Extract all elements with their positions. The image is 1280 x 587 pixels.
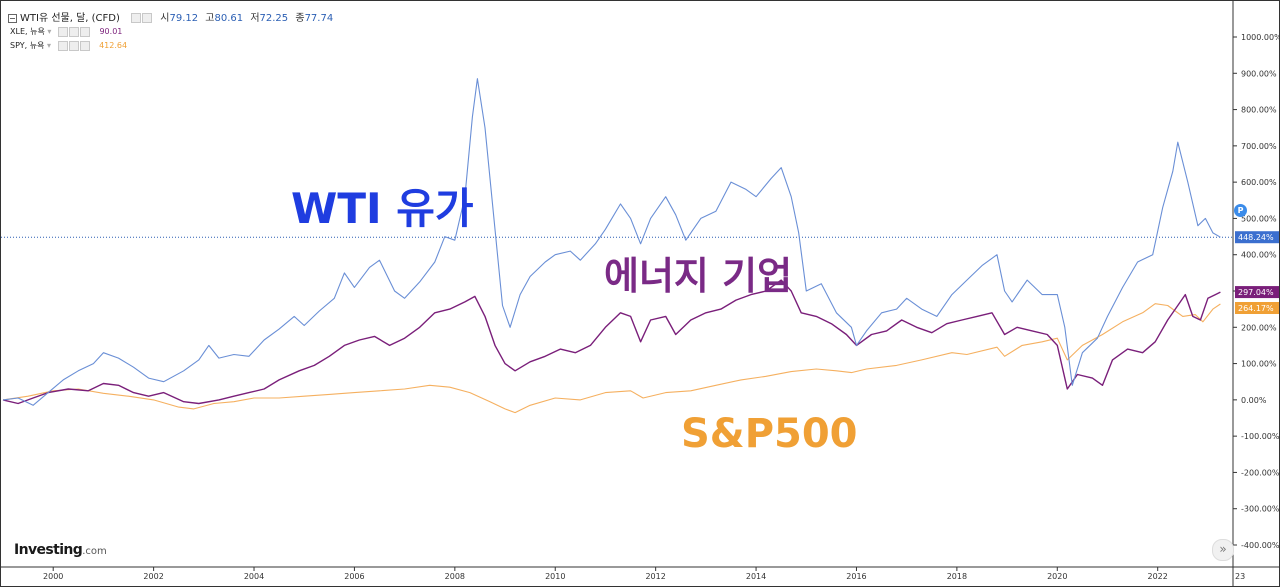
x-tick-label: 2016 [846,572,866,581]
scroll-to-latest-button[interactable]: » [1212,539,1234,561]
overlay-legend-xle: XLE, 뉴욕 ▾ 90.01 [10,26,122,37]
last-value-label-layer: 448.24% 297.04% 264.17% [1235,231,1279,315]
xle-line-series [2,279,1221,405]
eye-icon[interactable] [131,13,142,23]
x-tick-label: 2018 [947,572,967,581]
brand-suffix: .com [82,546,107,557]
p-badge-icon[interactable]: P [1234,204,1247,217]
spy-line-series [2,303,1221,414]
y-tick-label: 200.00% [1241,323,1277,332]
x-tick-label: 2004 [244,572,264,581]
y-tick-label: -400.00% [1241,541,1279,550]
settings-icon[interactable] [68,40,79,51]
overlay-symbol-spy: SPY, 뉴욕 [10,41,45,50]
close-icon[interactable] [79,26,90,37]
y-tick-label: 900.00% [1241,69,1277,78]
y-tick-label: -200.00% [1241,468,1279,477]
last-value-text: 264.17% [1238,304,1274,313]
x-tick-label: 2010 [545,572,565,581]
x-tick-label: 2002 [143,572,163,581]
ohlc-open-value: 79.12 [169,13,199,24]
x-tick-label: 2006 [344,572,364,581]
ohlc-open-key: 시 [160,13,170,24]
x-tick-label: 2012 [645,572,665,581]
overlay-value-spy: 412.64 [99,41,128,50]
x-tick-label: 2020 [1047,572,1067,581]
main-symbol-name: WTI유 선물, 달, (CFD) [20,13,120,24]
main-symbol-legend: WTI유 선물, 달, (CFD) 시79.12 고80.61 저72.25 종… [8,9,337,24]
y-tick-label: 100.00% [1241,360,1277,369]
ohlc-low-key: 저 [250,13,260,24]
overlay-legend-spy: SPY, 뉴욕 ▾ 412.64 [10,40,127,51]
overlay-value-xle: 90.01 [99,27,123,36]
close-icon[interactable] [79,40,90,51]
ohlc-readout: 시79.12 고80.61 저72.25 종77.74 [160,13,337,24]
xle-last-value-label: 297.04% [1235,286,1279,299]
y-tick-label: 0.00% [1241,396,1267,405]
spy-last-value-label: 264.17% [1235,302,1279,315]
collapse-icon[interactable] [8,13,17,23]
overlay-symbol-xle: XLE, 뉴욕 [10,27,45,36]
x-axis: 2000 2002 2004 2006 2008 2010 2012 2014 2016 2018… [1,566,1279,581]
last-value-badge [1235,302,1279,315]
y-tick-label: -300.00% [1241,505,1279,514]
y-tick-label: 500.00% [1241,214,1277,223]
annotation-energy-companies: 에너지 기업 [604,254,792,298]
settings-icon[interactable] [68,26,79,37]
ohlc-close-key: 종 [295,13,305,24]
x-tick-label: 2022 [1148,572,1168,581]
brand-name: Investing [14,542,83,558]
x-tick-label: 2000 [43,572,63,581]
ohlc-close-value: 77.74 [304,13,334,24]
ohlc-high-value: 80.61 [214,13,244,24]
wti-last-value-label: 448.24% [1235,231,1279,244]
settings-icon[interactable] [142,13,153,23]
y-tick-label: 400.00% [1241,251,1277,260]
last-value-badge [1235,231,1279,244]
y-tick-label: 800.00% [1241,106,1277,115]
wti-line-series [2,78,1221,406]
investing-logo: Investing.com [14,542,107,558]
annotation-wti-oil: WTI 유가 [291,184,474,233]
y-tick-label: 700.00% [1241,142,1277,151]
x-tick-label: 2014 [746,572,766,581]
last-value-text: 297.04% [1238,288,1274,297]
y-tick-label: 600.00% [1241,178,1277,187]
x-tick-label-edge: 23 [1235,572,1245,581]
y-tick-label: -100.00% [1241,432,1279,441]
dropdown-arrow-icon[interactable]: ▾ [46,41,51,50]
eye-icon[interactable] [57,26,68,37]
series-layer [2,78,1221,414]
x-tick-label: 2008 [445,572,465,581]
y-tick-label: 1000.00% [1241,33,1279,42]
annotation-sp500: S&P500 [681,411,858,457]
ohlc-low-value: 72.25 [259,13,289,24]
eye-icon[interactable] [57,40,68,51]
dropdown-arrow-icon[interactable]: ▾ [47,27,52,36]
ohlc-high-key: 고 [205,13,215,24]
last-value-text: 448.24% [1238,233,1274,242]
last-value-badge [1235,286,1279,299]
